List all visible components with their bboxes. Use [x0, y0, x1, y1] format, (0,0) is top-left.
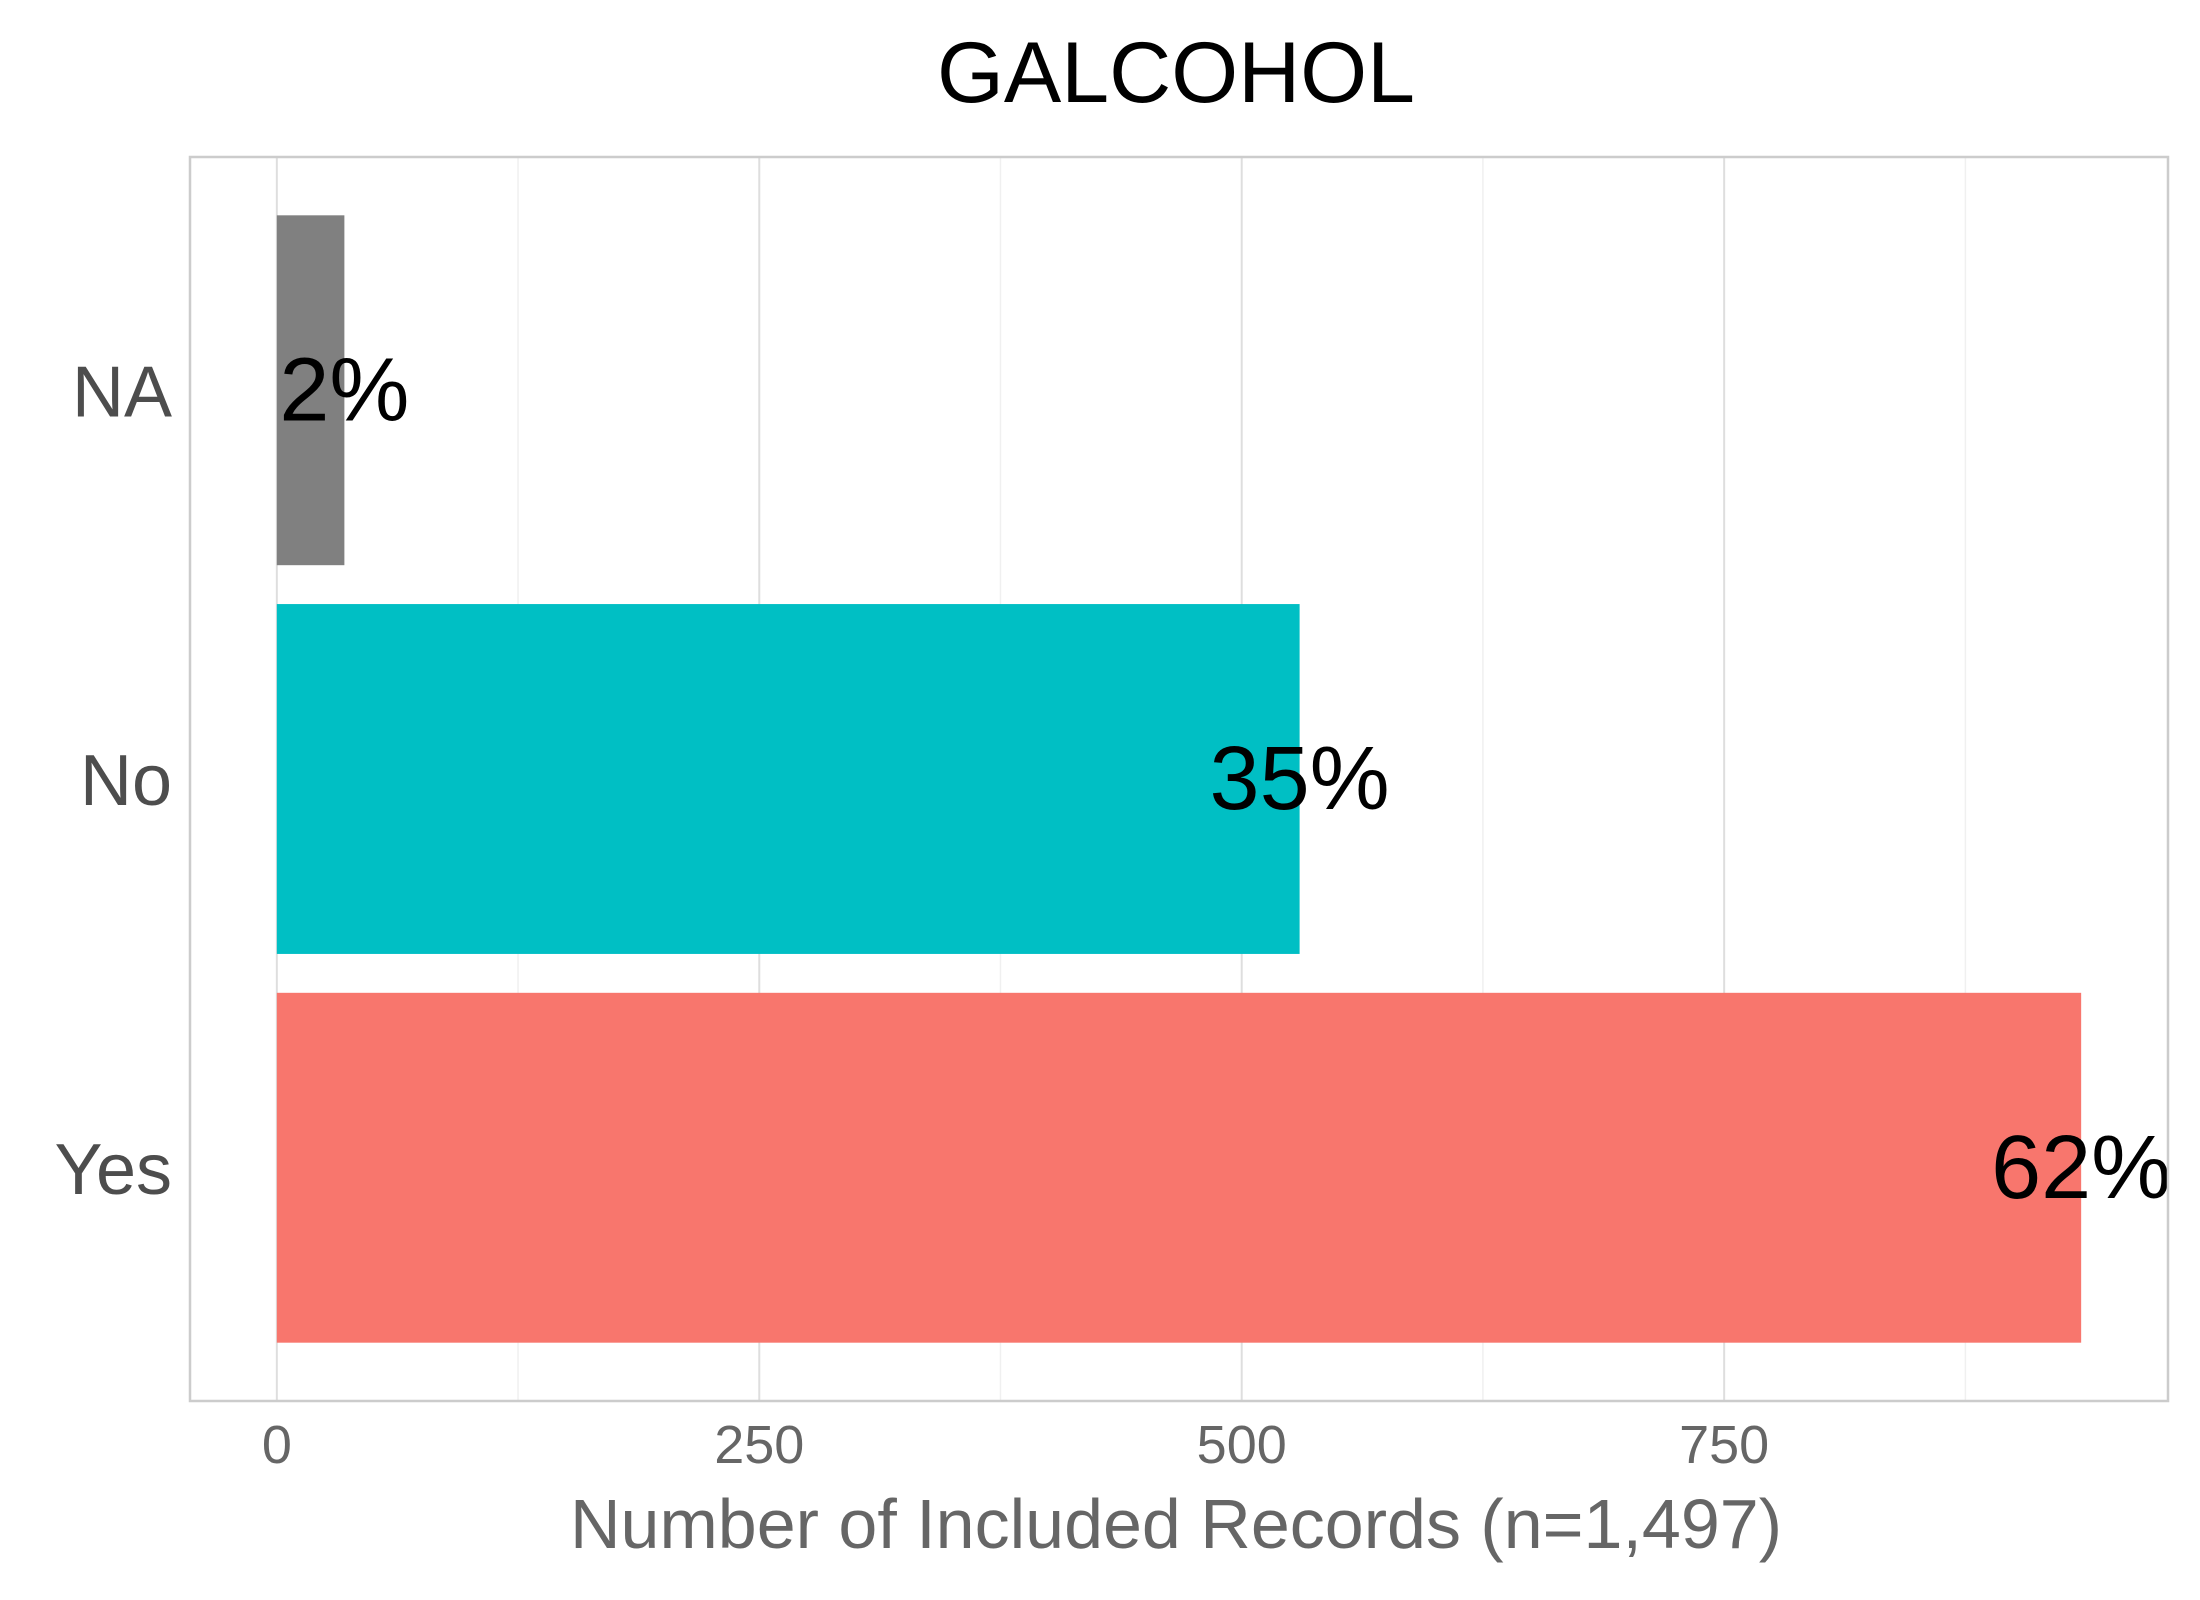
plot-panel-border [188, 155, 2170, 1403]
x-tick-label: 250 [714, 1415, 804, 1475]
x-axis-tick-labels: 0 250 500 750 [262, 1415, 1769, 1475]
x-axis-title: Number of Included Records (n=1,497) [570, 1485, 1782, 1563]
bar-na [276, 215, 345, 566]
y-category-label: NA [72, 352, 172, 432]
x-tick-label: 0 [262, 1415, 292, 1475]
y-axis-category-labels: Yes No NA [55, 352, 172, 1210]
bar-value-label: 2% [279, 340, 409, 440]
bar-yes [276, 992, 2082, 1343]
x-tick-label: 500 [1197, 1415, 1287, 1475]
chart-title: GALCOHOL [937, 25, 1415, 121]
bars [276, 215, 2082, 1343]
bar-value-labels: 62% 35% 2% [279, 340, 2171, 1218]
bar-value-label: 35% [1210, 729, 1390, 829]
bar-value-label: 62% [1991, 1118, 2171, 1218]
bar-no [276, 604, 1300, 954]
x-tick-label: 750 [1679, 1415, 1769, 1475]
y-category-label: No [80, 741, 172, 821]
y-category-label: Yes [55, 1130, 172, 1210]
